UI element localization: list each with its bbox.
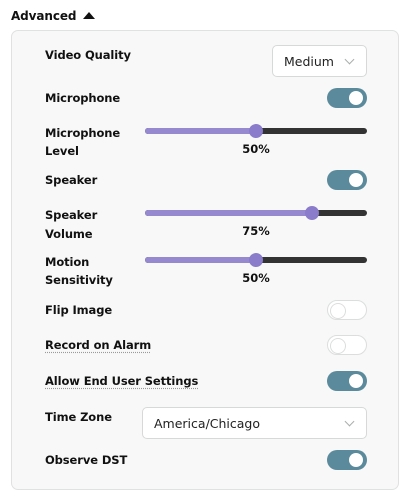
time-zone-select[interactable]: America/Chicago [142,407,367,439]
time-zone-value: America/Chicago [154,415,261,431]
allow-end-user-settings-label: Allow End User Settings [45,374,199,388]
microphone-level-label-line1: Microphone [45,126,121,140]
toggle-knob [330,338,346,354]
speaker-volume-slider[interactable] [145,206,367,220]
motion-sensitivity-value: 50% [242,271,270,285]
speaker-toggle[interactable] [327,170,367,190]
microphone-level-value: 50% [242,142,270,156]
slider-thumb[interactable] [249,124,263,138]
advanced-settings-panel: Video Quality Medium Microphone Micropho… [11,30,399,490]
caret-up-icon [83,12,96,19]
slider-fill [145,210,312,216]
record-on-alarm-toggle[interactable] [327,335,367,355]
toggle-knob [349,374,363,388]
video-quality-value: Medium [284,53,334,69]
observe-dst-label: Observe DST [45,453,128,467]
speaker-volume-label-line2: Volume [45,227,93,241]
advanced-section-header[interactable]: Advanced [11,7,96,25]
chevron-down-icon [344,54,355,64]
microphone-level-label-line2: Level [45,144,79,158]
speaker-label: Speaker [45,173,98,187]
observe-dst-toggle[interactable] [327,450,367,470]
microphone-toggle[interactable] [327,88,367,108]
slider-thumb[interactable] [304,206,319,220]
record-on-alarm-label: Record on Alarm [45,338,152,352]
video-quality-select[interactable]: Medium [272,45,367,77]
toggle-knob [330,303,346,319]
slider-fill [145,257,256,263]
slider-fill [145,128,256,134]
motion-sensitivity-label-line2: Sensitivity [45,273,113,287]
flip-image-toggle[interactable] [327,300,367,320]
microphone-label: Microphone [45,91,121,105]
motion-sensitivity-slider[interactable] [145,253,367,267]
speaker-volume-value: 75% [242,224,270,238]
slider-thumb[interactable] [249,253,263,267]
motion-sensitivity-label-line1: Motion [45,255,90,269]
toggle-knob [349,91,363,105]
chevron-down-icon [344,416,355,426]
speaker-volume-label-line1: Speaker [45,208,98,222]
allow-end-user-settings-toggle[interactable] [327,371,367,391]
advanced-section-title: Advanced [11,9,77,23]
flip-image-label: Flip Image [45,303,113,317]
toggle-knob [349,453,363,467]
video-quality-label: Video Quality [45,48,131,62]
toggle-knob [349,173,363,187]
time-zone-label: Time Zone [45,410,112,424]
microphone-level-slider[interactable] [145,124,367,138]
